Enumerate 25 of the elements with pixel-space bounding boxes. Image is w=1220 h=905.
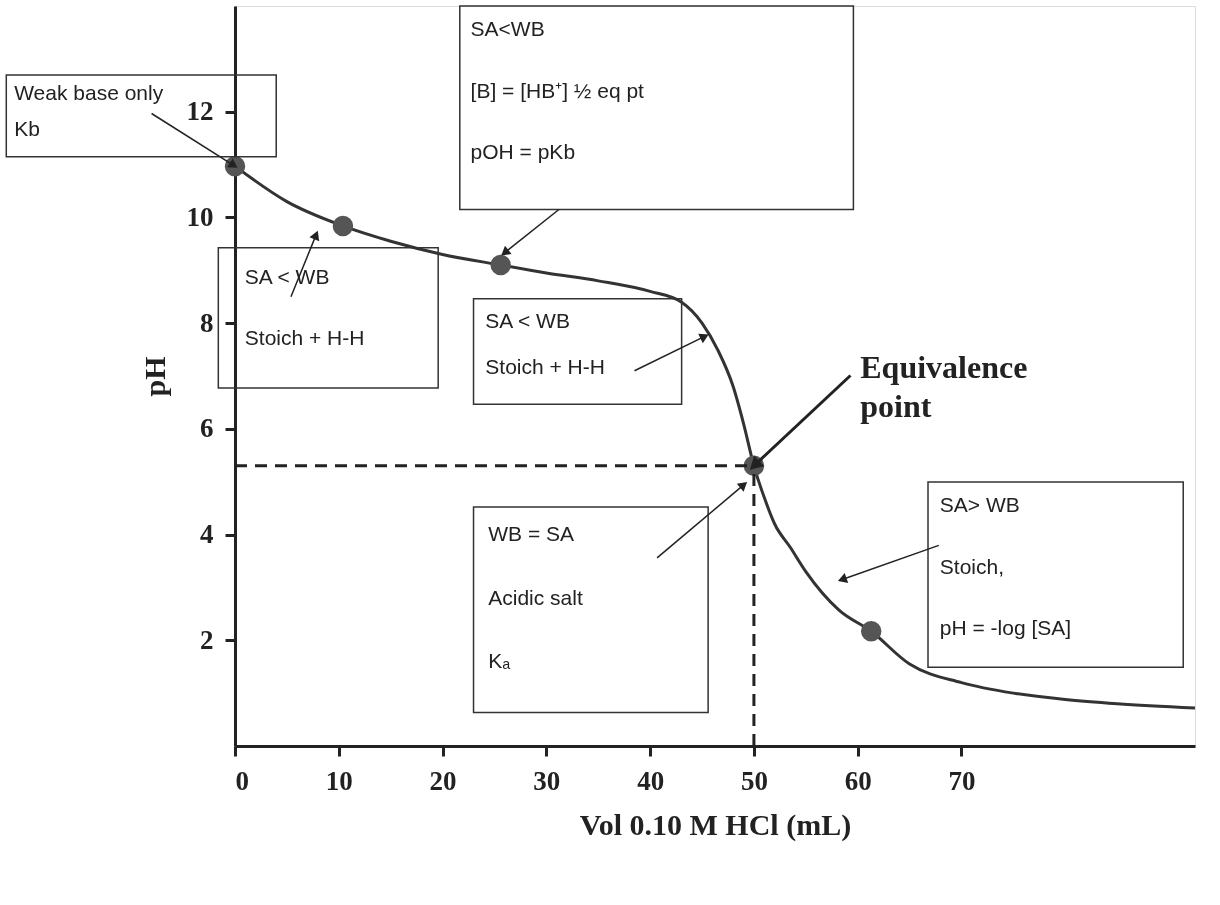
x-tick-label: 20 xyxy=(429,765,457,796)
text: SA<WB [B] = [HB⁺] ½ eq pt pOH = pKb xyxy=(470,17,644,164)
point xyxy=(332,215,354,237)
annotation: Equivalence point xyxy=(860,349,1028,424)
y-tick-label: 12 xyxy=(186,96,214,127)
point xyxy=(860,621,882,642)
y-axis-title: pH xyxy=(137,356,171,397)
x-axis-title: Vol 0.10 M HCl (mL) xyxy=(579,807,852,842)
text: WB = SA Acidic salt Kₐ xyxy=(488,522,583,672)
x-tick-label: 0 xyxy=(235,765,249,796)
x-tick-label: 70 xyxy=(948,765,976,796)
annotation: Weak base only Kb xyxy=(14,80,164,141)
x-tick-label: 40 xyxy=(637,765,665,796)
x-tick-label: 30 xyxy=(533,765,561,796)
point xyxy=(490,254,511,276)
y-tick-label: 8 xyxy=(200,307,214,338)
x-tick-label: 10 xyxy=(325,765,353,796)
y-tick-label: 4 xyxy=(200,519,214,550)
y-tick-label: 6 xyxy=(200,413,214,444)
y-tick-label: 2 xyxy=(200,624,214,655)
y-tick-label: 10 xyxy=(186,201,214,232)
annotation: SA < WB Stoich + H-H xyxy=(485,309,605,379)
x-tick-label: 60 xyxy=(844,765,872,796)
x-tick-label: 50 xyxy=(740,765,768,796)
text: SA> WB Stoich, pH = -log [SA] xyxy=(939,493,1072,640)
